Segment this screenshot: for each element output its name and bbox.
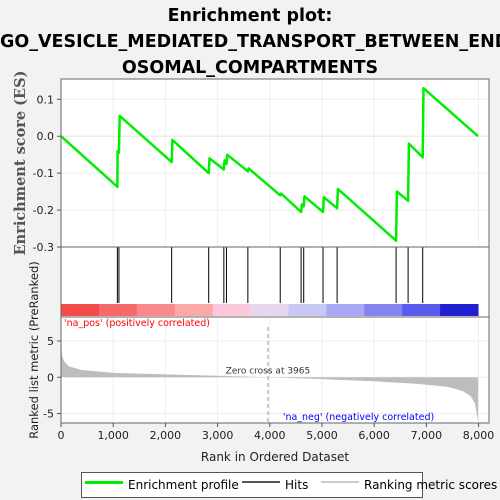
heatmap-segment — [61, 304, 100, 316]
negative-correlation-label: 'na_neg' (negatively correlated) — [283, 412, 434, 423]
heatmap-segment — [402, 304, 441, 316]
ranking-metric-area — [61, 339, 478, 421]
heatmap-segment — [250, 304, 289, 316]
heatmap-segment — [440, 304, 479, 316]
enrichment-profile-line — [60, 86, 479, 242]
zero-cross-label: Zero cross at 3965 — [226, 366, 311, 376]
enrichment-chart: Zero cross at 3965 'na_pos' (positively … — [12, 71, 495, 464]
chart-title: Enrichment plot: GO_VESICLE_MEDIATED_TRA… — [0, 3, 500, 81]
x-tick-label: 0 — [58, 429, 65, 442]
title-line-1: Enrichment plot: — [167, 6, 333, 26]
hit-marks — [116, 247, 424, 303]
x-axis-label: Rank in Ordered Dataset — [201, 450, 349, 464]
es-panel-background — [61, 79, 489, 247]
heatmap-segment — [212, 304, 252, 316]
legend-label-ranking: Ranking metric scores — [364, 478, 498, 492]
x-tick-label: 4,000 — [254, 429, 286, 442]
x-tick-label: 2,000 — [150, 429, 182, 442]
x-tick-label: 6,000 — [358, 429, 390, 442]
heatmap-segment — [326, 304, 365, 316]
title-line-2: GO_VESICLE_MEDIATED_TRANSPORT_BETWEEN_EN… — [0, 32, 500, 52]
legend-label-hits: Hits — [285, 478, 309, 492]
x-tick-label: 3,000 — [202, 429, 234, 442]
metric-y-axis: 5 0 -5 — [43, 335, 61, 421]
x-axis: 0 1,000 2,000 3,000 4,000 5,000 6,000 7,000 8,00… — [58, 423, 495, 442]
es-y-axis-label: Enrichment score (ES) — [12, 71, 29, 256]
es-y-tick-label: 0.1 — [37, 93, 55, 106]
metric-gridlines — [61, 317, 489, 423]
metric-y-axis-label: Ranked list metric (PreRanked) — [27, 261, 41, 439]
plot-frame — [60, 78, 490, 424]
metric-y-tick-label: 0 — [47, 371, 54, 384]
heatmap-segment — [364, 304, 403, 316]
heatmap-segment — [288, 304, 327, 316]
heatmap-segment — [136, 304, 176, 316]
rank-heatmap-bar — [61, 304, 479, 316]
metric-y-tick-label: -5 — [43, 408, 54, 421]
hits-panel-background — [61, 247, 489, 303]
es-y-tick-label: -0.2 — [33, 204, 54, 217]
x-tick-label: 8,000 — [463, 429, 495, 442]
x-tick-label: 7,000 — [411, 429, 443, 442]
title-line-3: OSOMAL_COMPARTMENTS — [121, 58, 379, 78]
x-tick-label: 1,000 — [97, 429, 129, 442]
metric-panel-background — [61, 317, 489, 423]
legend-swatch-enrichment — [85, 480, 123, 484]
legend-label-enrichment: Enrichment profile — [128, 478, 239, 492]
positive-correlation-label: 'na_pos' (positively correlated) — [64, 318, 210, 329]
heatmap-segment — [174, 304, 214, 316]
heatmap-segment — [98, 304, 138, 316]
x-tick-label: 5,000 — [306, 429, 338, 442]
legend-swatch-hits — [242, 481, 280, 483]
legend-swatch-ranking — [321, 481, 359, 483]
metric-y-tick-label: 5 — [47, 335, 54, 348]
legend: Enrichment profile Hits Ranking metric s… — [81, 472, 497, 498]
es-y-tick-label: -0.1 — [33, 167, 54, 180]
es-y-tick-label: -0.3 — [33, 241, 54, 254]
es-y-tick-label: 0.0 — [37, 130, 55, 143]
es-y-axis: 0.1 0.0 -0.1 -0.2 -0.3 — [33, 93, 61, 254]
